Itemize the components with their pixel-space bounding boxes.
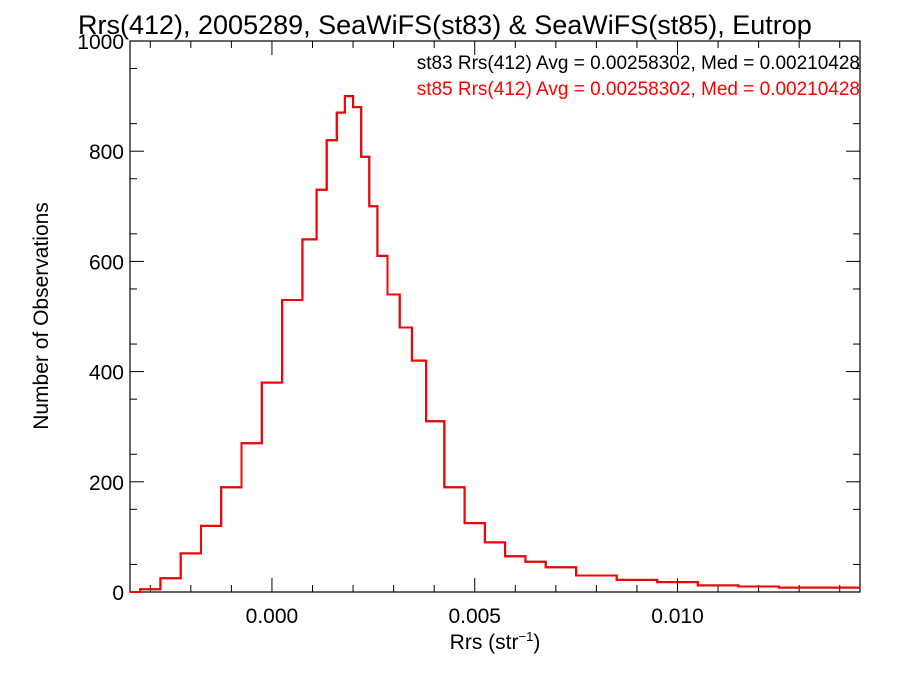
x-axis-label-end: ): [533, 631, 540, 654]
x-axis-label-superscript: −1: [519, 629, 534, 644]
legend-entry-st83: st83 Rrs(412) Avg = 0.00258302, Med = 0.…: [417, 53, 860, 74]
y-axis-ticks: 0 200 400 600 800 1000: [77, 31, 860, 605]
y-tick-label: 1000: [77, 31, 124, 54]
y-tick-label: 0: [112, 582, 124, 605]
plot-area-border: [129, 40, 861, 593]
x-axis-label: Rrs (str−1): [450, 629, 541, 654]
x-tick-label: 0.005: [448, 605, 501, 628]
series-line-st83: [130, 95, 860, 593]
x-axis-ticks: 0.000 0.005 0.010: [149, 41, 841, 628]
y-tick-label: 800: [89, 141, 124, 164]
y-tick-label: 600: [89, 251, 124, 274]
legend: st83 Rrs(412) Avg = 0.00258302, Med = 0.…: [417, 53, 860, 100]
y-tick-label: 400: [89, 362, 124, 385]
x-axis-label-main: Rrs (str: [450, 631, 519, 654]
x-tick-label: 0.010: [651, 605, 704, 628]
series-line-st85: [130, 95, 860, 593]
plot-frame: [129, 40, 861, 593]
x-tick-label: 0.000: [246, 605, 299, 628]
y-axis-label: Number of Observations: [30, 202, 53, 430]
y-tick-label: 200: [89, 472, 124, 495]
chart-title: Rrs(412), 2005289, SeaWiFS(st83) & SeaWi…: [78, 10, 812, 40]
series-group: [130, 95, 860, 593]
legend-entry-st85: st85 Rrs(412) Avg = 0.00258302, Med = 0.…: [417, 79, 860, 100]
